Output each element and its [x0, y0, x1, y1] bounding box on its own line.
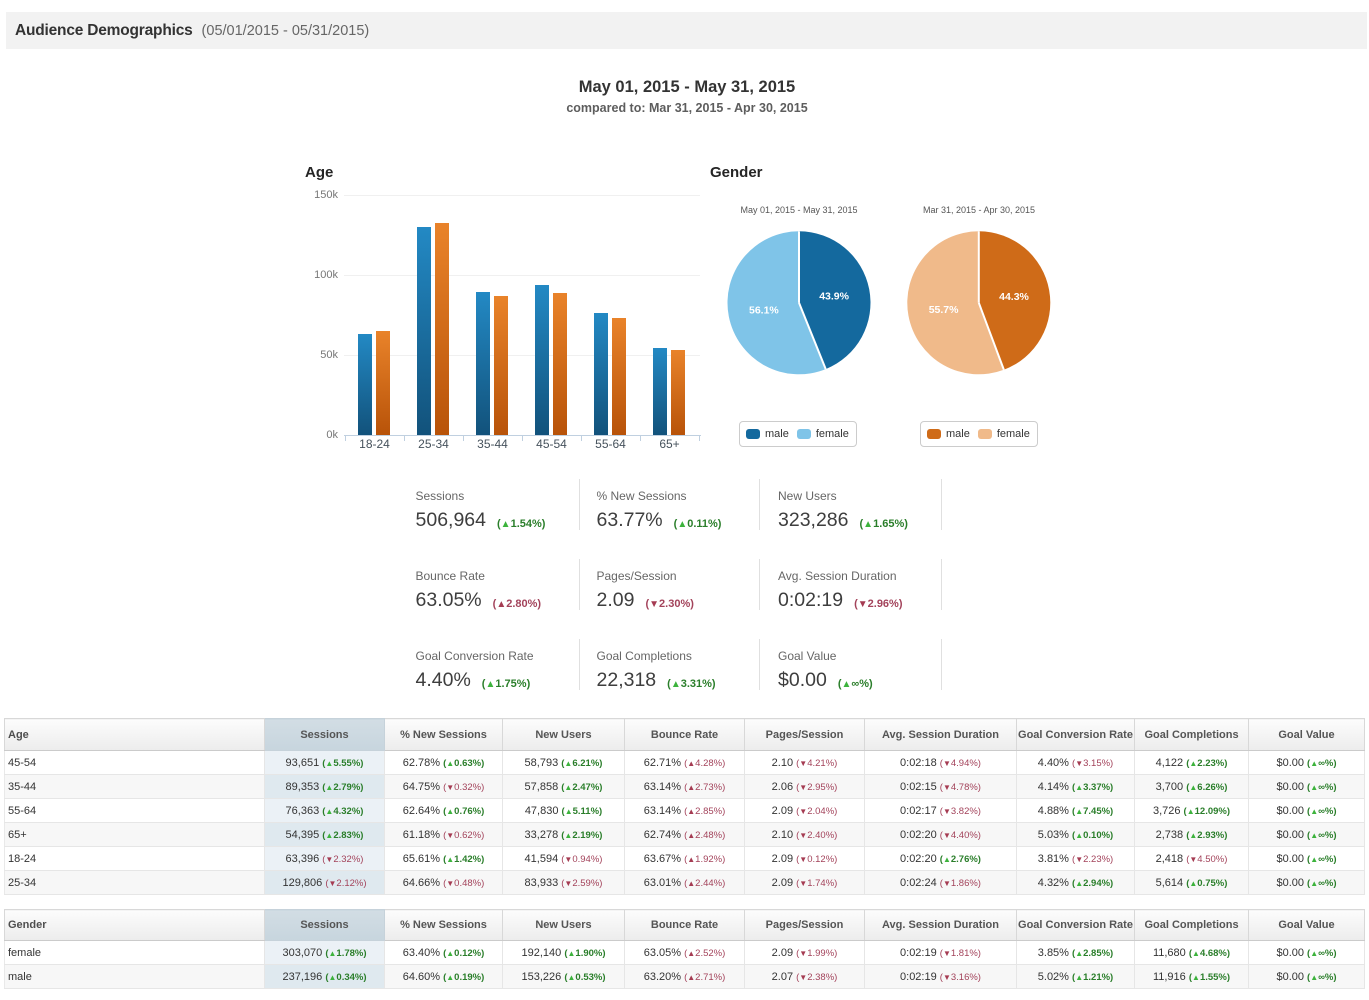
svg-text:44.3%: 44.3%: [999, 291, 1029, 303]
svg-text:43.9%: 43.9%: [819, 291, 849, 303]
svg-text:55.7%: 55.7%: [929, 304, 959, 316]
svg-text:56.1%: 56.1%: [749, 304, 779, 316]
